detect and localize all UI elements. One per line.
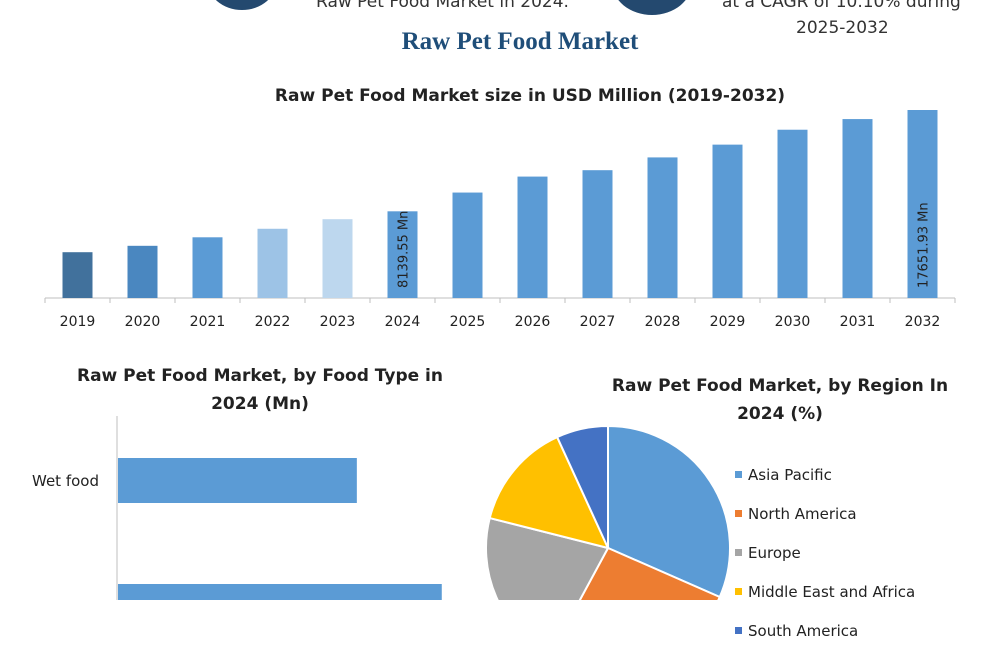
legend-swatch — [735, 627, 742, 634]
data-label: 17651.93 Mn — [917, 202, 932, 288]
legend-item-south-america: South America — [735, 611, 915, 650]
legend-swatch — [735, 549, 742, 556]
header-right-text-line1: at a CAGR of 10.10% during — [722, 0, 961, 12]
legend-label: North America — [748, 504, 857, 523]
bar-2024 — [387, 211, 418, 298]
legend-swatch — [735, 588, 742, 595]
data-label: 8139.55 Mn — [397, 211, 412, 288]
legend-item-middle-east-africa: Middle East and Africa — [735, 572, 915, 611]
pie-slice-middle-east-and-africa — [488, 435, 610, 550]
legend-label: Middle East and Africa — [748, 582, 916, 601]
main-title: Raw Pet Food Market — [401, 28, 639, 55]
bar-2026 — [517, 176, 548, 298]
legend-swatch — [735, 471, 742, 478]
legend-label: Europe — [748, 543, 801, 562]
x-tick-label: 2026 — [515, 314, 551, 330]
bar-2032 — [907, 110, 938, 298]
header-left-text: Raw Pet Food Market in 2024. — [316, 0, 569, 12]
legend-swatch — [735, 510, 742, 517]
x-tick-label: 2022 — [255, 314, 291, 330]
pie-slice-europe — [485, 516, 610, 600]
bar-2020 — [127, 245, 158, 298]
food-type-bar-second — [118, 584, 442, 600]
market-size-chart-title: Raw Pet Food Market size in USD Million … — [274, 86, 786, 106]
region-chart-title-line1: Raw Pet Food Market, by Region In — [611, 376, 949, 396]
bar-2031 — [842, 119, 873, 298]
legend-item-europe: Europe — [735, 533, 915, 572]
header-right-text-line2: 2025-2032 — [796, 18, 889, 38]
x-tick-label: 2027 — [580, 314, 616, 330]
bar-2029 — [712, 144, 743, 298]
food-type-bar-wet-food — [118, 458, 357, 503]
pie-slice-south-america — [555, 424, 609, 549]
x-tick-label: 2029 — [710, 314, 746, 330]
charts-canvas: 2019 2020 2021 2022 2023 2024 8139.55 Mn 2025 20… — [32, 110, 956, 600]
x-tick-label: 2030 — [775, 314, 811, 330]
region-chart-title-line2: 2024 (%) — [737, 404, 823, 424]
pie-slice-north-america — [578, 546, 722, 600]
bar-2028 — [647, 157, 678, 298]
bar-2025 — [452, 192, 483, 298]
bar-2019 — [62, 252, 93, 298]
x-tick-label: 2020 — [125, 314, 161, 330]
bar-2022 — [257, 228, 288, 298]
region-legend: Asia Pacific North America Europe Middle… — [735, 455, 915, 650]
x-tick-label: 2031 — [840, 314, 876, 330]
x-tick-label: 2032 — [905, 314, 941, 330]
bar-2023 — [322, 219, 353, 298]
x-tick-label: 2021 — [190, 314, 226, 330]
x-tick-label: 2024 — [385, 314, 421, 330]
x-tick-label: 2028 — [645, 314, 681, 330]
bar-2030 — [777, 129, 808, 298]
left-header-circle-icon — [207, 0, 277, 10]
pie-slice-asia-pacific — [607, 424, 731, 599]
bar-2027 — [582, 170, 613, 298]
legend-label: South America — [748, 621, 859, 640]
x-tick-label: 2023 — [320, 314, 356, 330]
x-tick-label: 2025 — [450, 314, 486, 330]
bar-2021 — [192, 237, 223, 298]
legend-item-asia-pacific: Asia Pacific — [735, 455, 915, 494]
legend-label: Asia Pacific — [748, 465, 832, 484]
food-type-label: Wet food — [32, 472, 99, 490]
food-type-chart-title-line1: Raw Pet Food Market, by Food Type in — [77, 366, 443, 386]
x-tick-label: 2019 — [60, 314, 96, 330]
legend-item-north-america: North America — [735, 494, 915, 533]
food-type-chart-title-line2: 2024 (Mn) — [211, 394, 309, 414]
